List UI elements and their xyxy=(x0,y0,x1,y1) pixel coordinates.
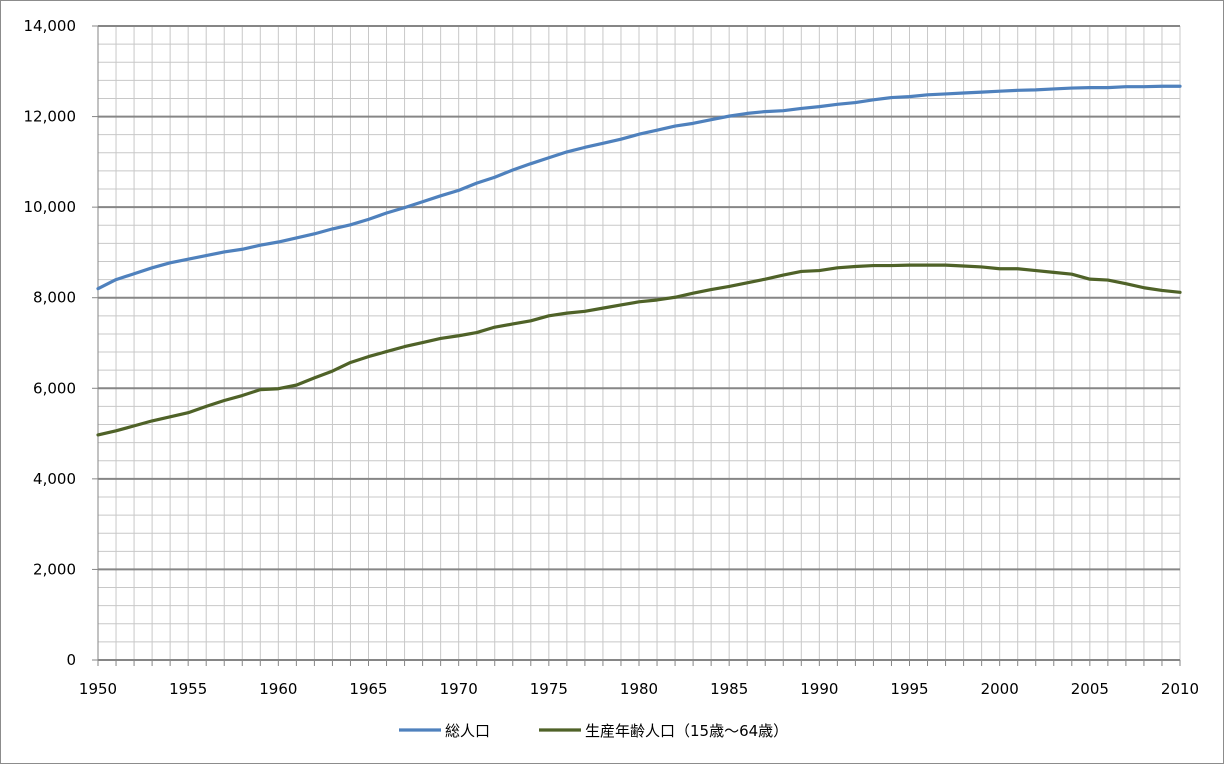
x-axis-tick-label: 2010 xyxy=(1161,680,1199,698)
series-line-1 xyxy=(96,84,1182,291)
major-gridlines xyxy=(98,25,1180,571)
y-axis-tick-label: 0 xyxy=(66,651,76,669)
y-axis-tick-labels: 0 2,000 4,000 6,000 8,000 10,000 12,000 14,000 xyxy=(24,17,77,669)
minor-gridlines xyxy=(98,26,1181,660)
y-axis-tick-label: 2,000 xyxy=(33,560,76,578)
x-axis-tick-labels: 1950 1955 1960 1965 1970 1975 1980 1985 1990 1995… xyxy=(79,680,1199,698)
axes xyxy=(92,25,1181,666)
legend: 総人口 生産年齢人口（15歳〜64歳） xyxy=(399,722,788,740)
series-line-2 xyxy=(96,263,1182,437)
y-axis-tick-label: 10,000 xyxy=(24,198,77,216)
x-axis-tick-label: 1955 xyxy=(169,680,207,698)
x-axis-tick-label: 1965 xyxy=(349,680,387,698)
y-axis-tick-label: 14,000 xyxy=(24,17,77,35)
x-axis-tick-label: 1960 xyxy=(259,680,297,698)
x-axis-tick-label: 1975 xyxy=(530,680,568,698)
legend-label-1: 総人口 xyxy=(445,722,490,740)
x-axis-tick-label: 1970 xyxy=(440,680,478,698)
y-axis-tick-label: 4,000 xyxy=(33,470,76,488)
y-axis-tick-label: 12,000 xyxy=(24,108,77,126)
legend-label-2: 生産年齢人口（15歳〜64歳） xyxy=(585,722,788,740)
x-axis-tick-label: 1990 xyxy=(800,680,838,698)
x-axis-tick-label: 2005 xyxy=(1071,680,1109,698)
y-axis-tick-label: 6,000 xyxy=(33,379,76,397)
series-lines xyxy=(96,84,1182,437)
x-axis-tick-label: 1980 xyxy=(620,680,658,698)
x-axis-tick-label: 2000 xyxy=(981,680,1019,698)
y-axis-tick-label: 8,000 xyxy=(33,289,76,307)
x-axis-tick-label: 1950 xyxy=(79,680,117,698)
x-axis-tick-label: 1995 xyxy=(890,680,928,698)
x-axis-tick-label: 1985 xyxy=(710,680,748,698)
